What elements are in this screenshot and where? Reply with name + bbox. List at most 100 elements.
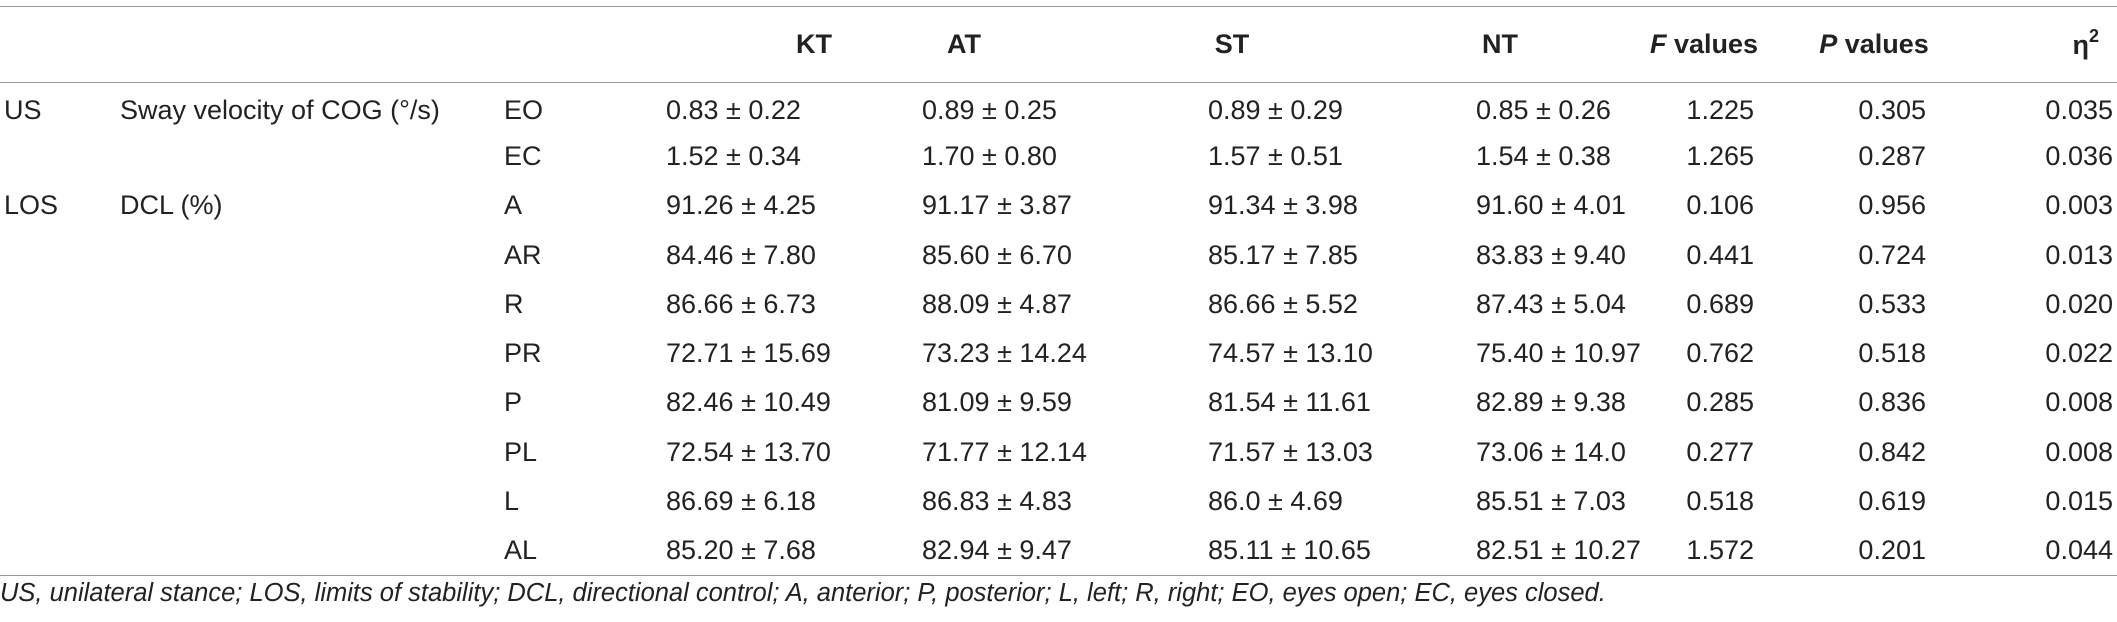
cell-measure: DCL (%) <box>120 190 223 221</box>
table-row: R 86.66 ± 6.73 88.09 ± 4.87 86.66 ± 5.52 87.… <box>0 280 2117 329</box>
table-row: AR 84.46 ± 7.80 85.60 ± 6.70 85.17 ± 7.85 83… <box>0 230 2117 279</box>
cell-kt: 86.69 ± 6.18 <box>666 486 816 517</box>
cell-st: 85.11 ± 10.65 <box>1208 535 1371 566</box>
cell-group <box>0 526 110 575</box>
cell-kt: 84.46 ± 7.80 <box>666 239 816 270</box>
cell-p-value: 0.287 <box>1858 140 1926 171</box>
cell-st: 74.57 ± 13.10 <box>1208 338 1373 369</box>
cell-at: 81.09 ± 9.59 <box>922 387 1072 418</box>
cell-f-value: 0.689 <box>1686 288 1754 319</box>
cell-at: 71.77 ± 12.14 <box>922 436 1087 467</box>
cell-f-value: 0.285 <box>1686 387 1754 418</box>
cell-st: 71.57 ± 13.03 <box>1208 436 1373 467</box>
cell-measure <box>110 230 504 279</box>
cell-at: 88.09 ± 4.87 <box>922 288 1072 319</box>
table-row: L 86.69 ± 6.18 86.83 ± 4.83 86.0 ± 4.69 85.5… <box>0 477 2117 526</box>
cell-st: 91.34 ± 3.98 <box>1208 190 1358 221</box>
header-f-letter: F <box>1649 29 1667 59</box>
cell-group <box>0 329 110 378</box>
cell-group <box>0 428 110 477</box>
cell-condition: A <box>504 190 523 221</box>
cell-eta-squared: 0.015 <box>2045 486 2113 517</box>
cell-f-value: 0.277 <box>1686 436 1754 467</box>
header-eta: η <box>2072 30 2089 60</box>
cell-eta-squared: 0.003 <box>2045 190 2113 221</box>
header-row: KT AT ST NT F values P values η2 <box>0 6 2117 83</box>
cell-condition: PL <box>504 436 538 467</box>
cell-condition: P <box>504 387 523 418</box>
cell-measure <box>110 280 504 329</box>
cell-p-value: 0.201 <box>1858 535 1926 566</box>
table-header: KT AT ST NT F values P values η2 <box>0 6 2117 83</box>
cell-f-value: 0.762 <box>1686 338 1754 369</box>
cell-p-value: 0.518 <box>1858 338 1926 369</box>
header-eta-squared: η2 <box>1974 7 2117 83</box>
header-at: AT <box>947 29 981 59</box>
cell-measure <box>110 477 504 526</box>
table-body: US Sway velocity of COG (°/s) EO 0.83 ± 0.2… <box>0 83 2117 576</box>
table-row: LOS DCL (%) A 91.26 ± 4.25 91.17 ± 3.87 91.34… <box>0 181 2117 230</box>
table-row: US Sway velocity of COG (°/s) EO 0.83 ± 0.2… <box>0 83 2117 132</box>
cell-at: 1.70 ± 0.80 <box>922 140 1057 171</box>
results-table-container: KT AT ST NT F values P values η2 US Sway … <box>0 6 2117 576</box>
cell-eta-squared: 0.008 <box>2045 387 2113 418</box>
cell-kt: 72.71 ± 15.69 <box>666 338 831 369</box>
cell-p-value: 0.956 <box>1858 190 1926 221</box>
header-eta-sup: 2 <box>2088 26 2099 46</box>
cell-kt: 91.26 ± 4.25 <box>666 190 816 221</box>
cell-condition: R <box>504 288 524 319</box>
cell-nt: 82.51 ± 10.27 <box>1476 535 1641 566</box>
cell-condition: AR <box>504 239 542 270</box>
cell-nt: 82.89 ± 9.38 <box>1476 387 1626 418</box>
cell-at: 73.23 ± 14.24 <box>922 338 1087 369</box>
cell-kt: 0.83 ± 0.22 <box>666 94 801 125</box>
header-f-rest: values <box>1666 29 1759 59</box>
cell-nt: 83.83 ± 9.40 <box>1476 239 1626 270</box>
table-row: AL 85.20 ± 7.68 82.94 ± 9.47 85.11 ± 10.65 8… <box>0 526 2117 576</box>
cell-measure <box>110 329 504 378</box>
cell-group: LOS <box>4 190 59 221</box>
header-condition <box>504 7 630 83</box>
cell-nt: 91.60 ± 4.01 <box>1476 190 1626 221</box>
header-st: ST <box>1214 29 1250 59</box>
header-p-rest: values <box>1837 29 1929 59</box>
cell-eta-squared: 0.020 <box>2045 288 2113 319</box>
cell-condition: L <box>504 486 520 517</box>
table-row: PL 72.54 ± 13.70 71.77 ± 12.14 71.57 ± 13.0… <box>0 428 2117 477</box>
cell-p-value: 0.533 <box>1858 288 1926 319</box>
results-table: KT AT ST NT F values P values η2 US Sway … <box>0 6 2117 576</box>
cell-p-value: 0.842 <box>1858 436 1926 467</box>
cell-measure: Sway velocity of COG (°/s) <box>120 94 440 125</box>
cell-group <box>0 132 110 181</box>
cell-st: 0.89 ± 0.29 <box>1208 94 1343 125</box>
table-row: P 82.46 ± 10.49 81.09 ± 9.59 81.54 ± 11.61 8… <box>0 378 2117 427</box>
cell-at: 86.83 ± 4.83 <box>922 486 1072 517</box>
header-p-letter: P <box>1819 29 1838 59</box>
cell-measure <box>110 428 504 477</box>
cell-measure <box>110 526 504 575</box>
cell-at: 82.94 ± 9.47 <box>922 535 1072 566</box>
cell-nt: 73.06 ± 14.0 <box>1476 436 1626 467</box>
cell-measure <box>110 132 504 181</box>
cell-condition: AL <box>504 535 538 566</box>
table-row: PR 72.71 ± 15.69 73.23 ± 14.24 74.57 ± 13.1… <box>0 329 2117 378</box>
cell-eta-squared: 0.035 <box>2045 94 2113 125</box>
cell-group: US <box>4 94 42 125</box>
cell-f-value: 1.572 <box>1686 535 1754 566</box>
cell-f-value: 0.106 <box>1686 190 1754 221</box>
cell-f-value: 0.441 <box>1686 239 1754 270</box>
cell-eta-squared: 0.044 <box>2045 535 2113 566</box>
cell-f-value: 1.225 <box>1686 94 1754 125</box>
cell-eta-squared: 0.036 <box>2045 140 2113 171</box>
cell-eta-squared: 0.013 <box>2045 239 2113 270</box>
cell-nt: 87.43 ± 5.04 <box>1476 288 1626 319</box>
cell-st: 81.54 ± 11.61 <box>1208 387 1371 418</box>
header-nt: NT <box>1482 29 1518 59</box>
cell-st: 86.0 ± 4.69 <box>1208 486 1343 517</box>
cell-condition: EO <box>504 94 544 125</box>
cell-nt: 1.54 ± 0.38 <box>1476 140 1611 171</box>
cell-p-value: 0.724 <box>1858 239 1926 270</box>
cell-f-value: 1.265 <box>1686 140 1754 171</box>
cell-condition: PR <box>504 338 542 369</box>
table-row: EC 1.52 ± 0.34 1.70 ± 0.80 1.57 ± 0.51 1.54 … <box>0 132 2117 181</box>
